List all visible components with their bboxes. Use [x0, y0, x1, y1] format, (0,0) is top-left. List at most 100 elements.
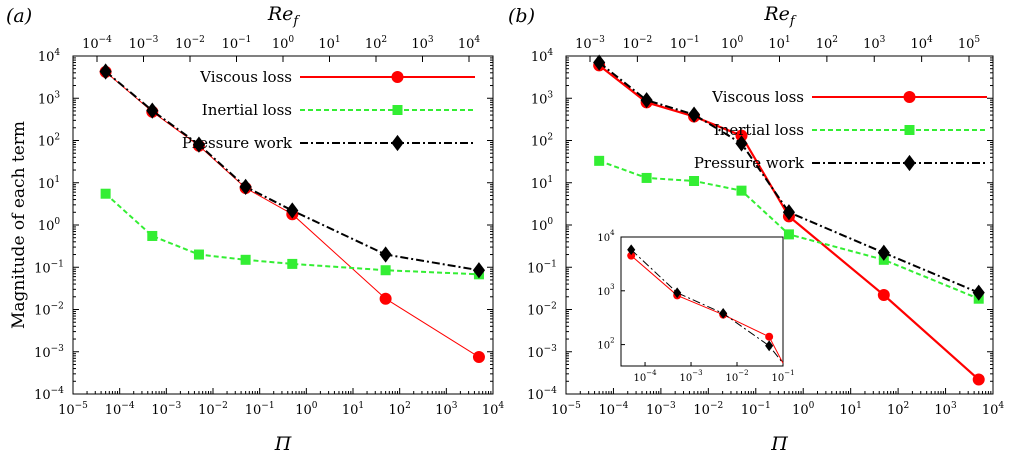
inset-data-point — [765, 333, 773, 341]
x2-tick-label: 10−3 — [575, 35, 605, 52]
data-point — [594, 156, 604, 166]
y-tick-label: 101 — [38, 175, 60, 192]
data-point — [240, 179, 252, 195]
x2-axis-title: Ref — [267, 3, 301, 29]
y-tick-label: 10−4 — [527, 386, 557, 403]
x-tick-label: 10−5 — [58, 401, 88, 418]
x2-tick-label: 101 — [768, 35, 790, 52]
y-tick-label: 10−3 — [34, 344, 64, 361]
y-tick-label: 101 — [531, 175, 553, 192]
x2-tick-label: 100 — [721, 35, 744, 52]
legend-marker — [392, 71, 404, 83]
y-tick-label: 10−1 — [34, 259, 64, 276]
x-tick-label: 10−1 — [741, 401, 771, 418]
y-tick-label: 100 — [531, 217, 554, 234]
y-tick-label: 102 — [38, 133, 60, 150]
x2-tick-label: 101 — [318, 35, 340, 52]
data-point — [642, 173, 652, 183]
y-tick-label: 104 — [38, 48, 61, 65]
x2-tick-label: 10−2 — [622, 35, 652, 52]
x2-tick-label: 10−2 — [175, 35, 205, 52]
inset-y-tick-label: 103 — [597, 283, 614, 298]
x2-tick-label: 10−4 — [82, 35, 112, 52]
data-point — [101, 189, 111, 199]
x-tick-label: 103 — [934, 401, 957, 418]
y-tick-label: 103 — [531, 90, 554, 107]
data-point — [380, 246, 392, 262]
y-tick-label: 10−4 — [34, 386, 64, 403]
x2-tick-label: 105 — [958, 35, 981, 52]
legend-label: Viscous loss — [199, 68, 292, 86]
legend-marker — [903, 155, 915, 171]
data-point — [381, 265, 391, 275]
x2-tick-label: 104 — [910, 35, 933, 52]
y-tick-label: 102 — [531, 133, 553, 150]
x-tick-label: 10−3 — [646, 401, 676, 418]
x-tick-label: 10−4 — [599, 401, 629, 418]
x-tick-label: 104 — [982, 401, 1005, 418]
x2-tick-label: 103 — [411, 35, 434, 52]
x2-tick-label: 10−3 — [129, 35, 159, 52]
chart-panel-1: 10−5 10−4 10−3 10−2 10−1 100 101 102 103 10410−41… — [6, 3, 504, 455]
legend-label: Pressure work — [694, 154, 805, 172]
legend-label: Inertial loss — [714, 121, 804, 139]
inset-y-tick-label: 102 — [597, 337, 614, 352]
legend-marker — [904, 91, 916, 103]
legend-label: Pressure work — [182, 134, 293, 152]
y-tick-label: 10−2 — [34, 302, 64, 319]
inset-y-tick-label: 104 — [597, 229, 615, 244]
data-point — [380, 293, 392, 305]
x-tick-label: 10−2 — [693, 401, 723, 418]
panel-label: (a) — [6, 5, 32, 27]
x-tick-label: 10−5 — [551, 401, 581, 418]
x-tick-label: 100 — [792, 401, 815, 418]
chart-panel-2: 10−5 10−4 10−3 10−2 10−1 100 101 102 103 10410−41… — [508, 3, 1004, 455]
x-axis-title: Π — [770, 433, 788, 455]
y-tick-label: 100 — [38, 217, 61, 234]
x2-tick-label: 10−1 — [222, 35, 252, 52]
data-point — [973, 374, 985, 386]
data-point — [146, 103, 158, 119]
x2-tick-label: 104 — [458, 35, 481, 52]
data-point — [473, 351, 485, 363]
x-tick-label: 101 — [342, 401, 364, 418]
data-point — [878, 289, 890, 301]
legend-marker — [391, 135, 403, 151]
y-axis-title: Magnitude of each term — [9, 121, 29, 329]
x2-axis-title: Ref — [763, 3, 797, 29]
x-tick-label: 101 — [840, 401, 862, 418]
inset-x-tick-label: 10−4 — [634, 369, 658, 384]
inset-chart: 10−4 10−3 10−2 10−1 102 103 104 — [597, 229, 794, 384]
x2-tick-label: 100 — [272, 35, 295, 52]
data-point — [241, 255, 251, 265]
x-tick-label: 100 — [295, 401, 318, 418]
inset-x-tick-label: 10−2 — [725, 369, 748, 384]
inset-x-tick-label: 10−1 — [771, 369, 794, 384]
inset-frame — [621, 237, 783, 366]
x2-tick-label: 103 — [863, 35, 886, 52]
x-tick-label: 102 — [389, 401, 411, 418]
y-tick-label: 10−2 — [527, 302, 557, 319]
x-tick-label: 10−4 — [105, 401, 135, 418]
panel-label: (b) — [508, 5, 535, 27]
x-tick-label: 102 — [887, 401, 909, 418]
data-point — [287, 259, 297, 269]
y-tick-label: 103 — [38, 90, 61, 107]
legend-marker — [905, 125, 915, 135]
x2-tick-label: 10−1 — [670, 35, 700, 52]
x-tick-label: 104 — [482, 401, 505, 418]
legend-label: Inertial loss — [202, 101, 292, 119]
x2-tick-label: 102 — [816, 35, 838, 52]
legend-marker — [393, 105, 403, 115]
y-tick-label: 10−3 — [527, 344, 557, 361]
x-tick-label: 10−1 — [245, 401, 275, 418]
x-tick-label: 103 — [435, 401, 458, 418]
x-tick-label: 10−2 — [198, 401, 228, 418]
data-point — [689, 176, 699, 186]
x-axis-title: Π — [274, 433, 292, 455]
y-tick-label: 104 — [531, 48, 554, 65]
inset-x-tick-label: 10−3 — [679, 369, 702, 384]
x2-tick-label: 102 — [365, 35, 387, 52]
data-point — [194, 250, 204, 260]
